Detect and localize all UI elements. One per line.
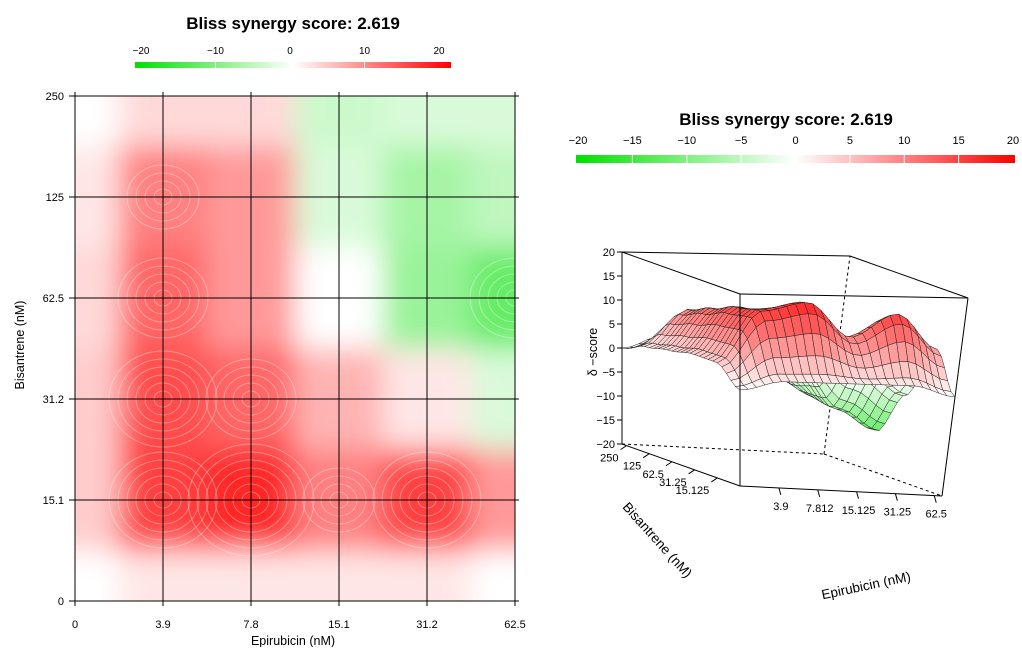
surface-y-tick-mark — [689, 470, 695, 474]
colorbar-tick-label: 5 — [847, 135, 853, 147]
surface-box-edge — [622, 252, 850, 256]
heatmap-plot — [31, 46, 560, 648]
colorbar-tick-label: −20 — [133, 46, 150, 57]
heatmap-y-tick-label: 62.5 — [43, 293, 64, 305]
surface-title: Bliss synergy score: 2.619 — [679, 110, 893, 129]
surface-box-edge — [622, 252, 740, 294]
colorbar-tick-label: −15 — [623, 135, 642, 147]
surface-x-label: Epirubicin (nM) — [820, 569, 912, 603]
surface-z-ticks: 20 15 10 5 0 −5 −10 −15 −20 — [596, 247, 622, 451]
surface-x-tick-mark — [779, 488, 781, 495]
surface-x-tick-mark — [818, 490, 820, 497]
surface-box-edge — [740, 486, 942, 496]
surface-x-tick-label: 15.125 — [842, 505, 876, 517]
surface-z-tick-label: 15 — [603, 271, 615, 283]
heatmap-y-tick-label: 250 — [46, 91, 64, 103]
surface-z-tick-label: −15 — [596, 415, 615, 427]
colorbar-tick-label: 15 — [953, 135, 965, 147]
surface-y-label: Bisantrene (nM) — [620, 499, 695, 580]
colorbar-tick-label: −5 — [735, 135, 748, 147]
heatmap-x-tick-label: 31.2 — [416, 619, 437, 631]
heatmap-y-label: Bisantrene (nM) — [13, 301, 27, 390]
heatmap-x-ticks: 0 3.9 7.8 15.1 31.2 62.5 — [72, 619, 526, 631]
heatmap-y-tick-label: 125 — [46, 192, 64, 204]
heatmap-panel: Bliss synergy score: 2.619 −20 −10 0 10 20 0… — [13, 14, 560, 647]
surface-box-edge — [740, 294, 968, 298]
heatmap-colorbar-bar — [135, 62, 451, 68]
surface-x-tick-label: 31.25 — [884, 507, 912, 519]
surface-box-edge — [942, 298, 968, 496]
surface-box-edge — [622, 444, 824, 454]
heatmap-x-label: Epirubicin (nM) — [251, 634, 335, 647]
surface-z-label: δ −score — [586, 328, 600, 376]
surface-mesh — [622, 302, 955, 430]
colorbar-tick-label: −20 — [569, 135, 588, 147]
colorbar-tick-label: 10 — [359, 46, 371, 57]
heatmap-x-tick-label: 7.8 — [243, 619, 258, 631]
colorbar-tick-label: 20 — [433, 46, 445, 57]
heatmap-y-tick-label: 15.1 — [43, 495, 64, 507]
heatmap-x-tick-label: 15.1 — [328, 619, 349, 631]
surface-z-tick-label: 0 — [609, 343, 615, 355]
surface-z-tick-label: 5 — [609, 319, 615, 331]
surface-x-tick-label: 62.5 — [926, 509, 947, 521]
heatmap-y-tick-label: 31.2 — [43, 394, 64, 406]
surface-box-edge — [850, 256, 968, 298]
heatmap-x-tick-label: 0 — [72, 619, 78, 631]
surface-x-ticks: 3.9 7.812 15.125 31.25 62.5 — [773, 488, 947, 521]
heatmap-y-ticks: 0 15.1 31.2 62.5 125 250 — [43, 91, 64, 608]
surface-x-tick-mark — [895, 494, 897, 501]
heatmap-x-tick-label: 62.5 — [504, 619, 525, 631]
surface-y-tick-mark — [643, 454, 649, 458]
surface-z-tick-label: 10 — [603, 295, 615, 307]
surface-panel: Bliss synergy score: 2.619 −20 −15 −10 −5 0 5… — [569, 110, 1019, 602]
surface-z-tick-label: −5 — [602, 367, 615, 379]
heatmap-title: Bliss synergy score: 2.619 — [186, 14, 400, 33]
colorbar-tick-label: −10 — [207, 46, 224, 57]
surface-y-tick-label: 62.5 — [643, 469, 664, 481]
surface-z-tick-label: −10 — [596, 391, 615, 403]
colorbar-tick-label: −10 — [677, 135, 696, 147]
surface-y-tick-mark — [711, 478, 717, 482]
colorbar-tick-label: 0 — [287, 46, 293, 57]
surface-x-tick-label: 7.812 — [806, 503, 834, 515]
heatmap-colorbar: −20 −10 0 10 20 — [133, 46, 451, 68]
surface-y-tick-mark — [621, 446, 627, 450]
surface-x-tick-label: 3.9 — [773, 501, 788, 513]
colorbar-tick-label: 10 — [898, 135, 910, 147]
surface-box-edge — [824, 454, 942, 496]
colorbar-tick-label: 0 — [792, 135, 798, 147]
surface-y-tick-mark — [666, 462, 672, 466]
surface-z-tick-label: 20 — [603, 247, 615, 259]
surface-z-tick-label: −20 — [596, 439, 615, 451]
heatmap-x-tick-label: 3.9 — [155, 619, 170, 631]
surface-x-tick-mark — [934, 496, 936, 503]
surface-colorbar: −20 −15 −10 −5 0 5 10 15 20 — [569, 135, 1019, 163]
heatmap-y-tick-label: 0 — [58, 596, 64, 608]
surface-y-tick-label: 250 — [600, 453, 618, 465]
colorbar-tick-label: 20 — [1007, 135, 1019, 147]
surface-y-tick-label: 125 — [623, 461, 641, 473]
surface-x-tick-mark — [857, 492, 859, 499]
